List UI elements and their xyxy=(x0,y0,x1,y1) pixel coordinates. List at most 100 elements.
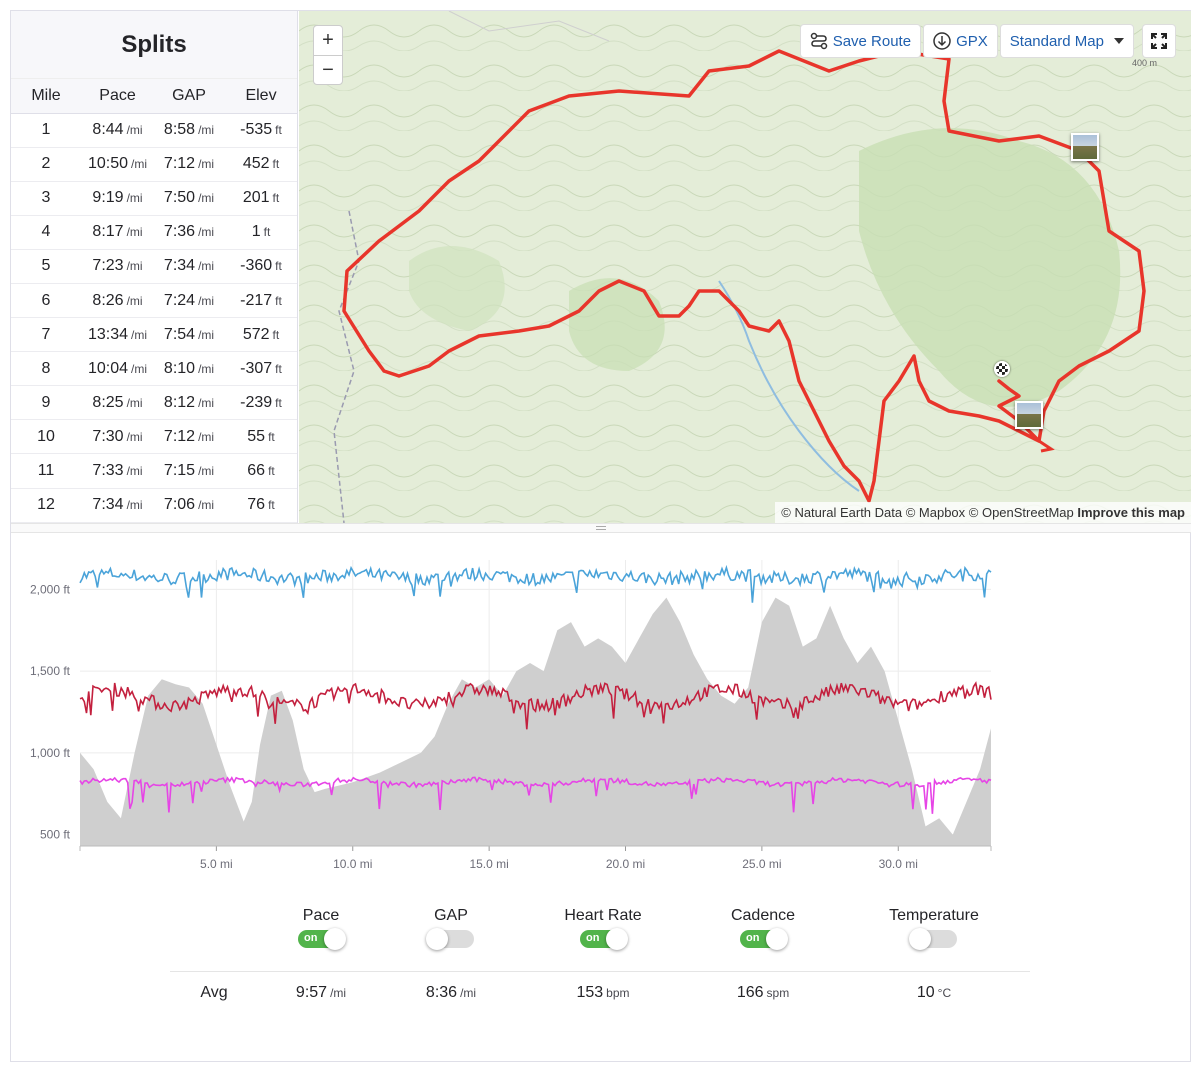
split-mile: 2 xyxy=(11,147,81,182)
split-pace-unit: /mi xyxy=(126,463,143,478)
split-row[interactable]: 6 8:26/mi 7:24/mi -217 ft xyxy=(11,283,297,319)
split-gap: 7:36/mi xyxy=(154,215,224,250)
split-elev-value: -535 xyxy=(240,121,273,139)
split-row[interactable]: 10 7:30/mi 7:12/mi 55 ft xyxy=(11,419,297,455)
split-gap-unit: /mi xyxy=(198,361,215,376)
split-pace-value: 7:30 xyxy=(92,427,124,445)
split-elev: 572 ft xyxy=(224,317,297,353)
splits-header: Splits xyxy=(11,11,297,79)
chart-series xyxy=(79,564,992,814)
split-elev: 1 ft xyxy=(224,215,297,250)
split-elev: -239 ft xyxy=(224,385,297,421)
split-elev-unit: ft xyxy=(268,463,275,478)
avg-value: 8:36/mi xyxy=(381,984,521,1002)
split-gap: 7:54/mi xyxy=(154,317,224,353)
route-icon xyxy=(810,32,827,50)
x-tick-label: 5.0 mi xyxy=(200,857,233,870)
split-row[interactable]: 12 7:34/mi 7:06/mi 76 ft xyxy=(11,488,297,523)
split-pace: 9:19/mi xyxy=(81,181,154,216)
toggle-knob xyxy=(426,928,448,950)
map-canvas[interactable] xyxy=(299,11,1191,523)
finish-flag-icon[interactable] xyxy=(994,361,1010,377)
map-style-select[interactable]: Standard Map xyxy=(1000,25,1133,57)
split-pace-value: 7:34 xyxy=(92,496,124,514)
split-row[interactable]: 1 8:44/mi 8:58/mi -535 ft xyxy=(11,113,297,148)
toggle-label: Cadence xyxy=(730,907,796,924)
split-row[interactable]: 7 13:34/mi 7:54/mi 572 ft xyxy=(11,317,297,353)
avg-unit: °C xyxy=(937,986,952,1000)
save-route-button[interactable]: Save Route xyxy=(800,25,921,57)
photo-marker[interactable] xyxy=(1071,133,1099,161)
split-row[interactable]: 2 10:50/mi 7:12/mi 452 ft xyxy=(11,147,297,182)
split-gap-unit: /mi xyxy=(198,293,215,308)
avg-value: 10 °C xyxy=(864,984,1004,1002)
toggle-on-text: on xyxy=(746,932,760,944)
fullscreen-button[interactable] xyxy=(1143,25,1175,57)
avg-number: 8:36 xyxy=(425,984,458,1001)
toggle-switch[interactable]: on xyxy=(740,928,788,950)
improve-map-link[interactable]: Improve this map xyxy=(1077,505,1185,520)
panel-resize-handle[interactable] xyxy=(11,523,1191,533)
split-gap: 7:34/mi xyxy=(154,249,224,284)
split-mile-value: 4 xyxy=(41,223,51,241)
split-pace-value: 7:23 xyxy=(92,257,124,275)
chevron-down-icon xyxy=(1114,38,1124,44)
gpx-download-button[interactable]: GPX xyxy=(924,25,997,57)
split-mile-value: 8 xyxy=(41,359,51,377)
split-row[interactable]: 11 7:33/mi 7:15/mi 66 ft xyxy=(11,453,297,489)
split-elev-value: 66 xyxy=(247,461,266,479)
zoom-out-button[interactable]: − xyxy=(314,55,342,84)
split-pace-unit: /mi xyxy=(126,498,143,513)
split-pace-value: 8:25 xyxy=(92,393,124,411)
split-mile-value: 12 xyxy=(37,496,55,514)
split-row[interactable]: 5 7:23/mi 7:34/mi -360 ft xyxy=(11,249,297,284)
split-pace: 7:33/mi xyxy=(81,453,154,489)
split-pace-value: 13:34 xyxy=(87,325,129,343)
split-gap-value: 8:10 xyxy=(163,359,196,377)
split-mile-value: 11 xyxy=(37,461,55,479)
split-pace-value: 10:50 xyxy=(87,155,129,173)
split-pace-value: 8:17 xyxy=(92,223,124,241)
zoom-in-button[interactable]: + xyxy=(322,29,334,51)
avg-divider xyxy=(170,971,1030,972)
split-row[interactable]: 4 8:17/mi 7:36/mi 1 ft xyxy=(11,215,297,250)
toggle-switch[interactable]: on xyxy=(298,928,346,950)
toggle-knob xyxy=(766,928,788,950)
split-elev-unit: ft xyxy=(275,259,282,274)
route-map[interactable]: + − Save Route GPX Standard Map 400 m xyxy=(299,11,1191,523)
split-elev-unit: ft xyxy=(272,327,280,342)
split-elev-unit: ft xyxy=(272,157,280,172)
toggle-heart-rate: Heart Rate on xyxy=(543,907,663,950)
split-gap: 7:12/mi xyxy=(154,147,224,182)
split-elev-unit: ft xyxy=(268,429,275,444)
split-row[interactable]: 9 8:25/mi 8:12/mi -239 ft xyxy=(11,385,297,421)
toggle-label: Pace xyxy=(302,907,340,924)
split-gap-value: 7:34 xyxy=(163,257,196,275)
split-mile: 3 xyxy=(11,181,81,216)
split-row[interactable]: 3 9:19/mi 7:50/mi 201 ft xyxy=(11,181,297,216)
split-pace-unit: /mi xyxy=(126,259,143,274)
avg-unit: /mi xyxy=(460,986,477,1000)
split-gap: 7:50/mi xyxy=(154,181,224,216)
split-mile-value: 3 xyxy=(41,189,51,207)
toggle-switch[interactable] xyxy=(426,928,474,950)
split-elev: 452 ft xyxy=(224,147,297,182)
split-row[interactable]: 8 10:04/mi 8:10/mi -307 ft xyxy=(11,351,297,387)
split-gap-value: 8:12 xyxy=(163,393,196,411)
split-elev: -535 ft xyxy=(224,113,297,148)
toggle-temperature: Temperature xyxy=(874,907,994,950)
toggle-switch[interactable] xyxy=(909,928,957,950)
toggle-label: Heart Rate xyxy=(564,907,642,924)
split-gap-value: 7:15 xyxy=(163,461,196,479)
y-axis: 2,000 ft 1,500 ft 1,000 ft 500 ft xyxy=(30,582,71,841)
map-scale: 400 m xyxy=(1131,58,1157,68)
attribution-text[interactable]: © Natural Earth Data © Mapbox © OpenStre… xyxy=(781,505,1074,520)
activity-chart[interactable]: 2,000 ft 1,500 ft 1,000 ft 500 ft 5.0 mi 10.… xyxy=(0,540,1200,870)
photo-marker[interactable] xyxy=(1015,401,1043,429)
y-tick-label: 1,000 ft xyxy=(30,746,71,760)
split-mile: 9 xyxy=(11,385,81,421)
toggle-cadence: Cadence on xyxy=(703,907,823,950)
split-mile-value: 9 xyxy=(41,393,51,411)
split-elev: -307 ft xyxy=(224,351,297,387)
toggle-switch[interactable]: on xyxy=(580,928,628,950)
